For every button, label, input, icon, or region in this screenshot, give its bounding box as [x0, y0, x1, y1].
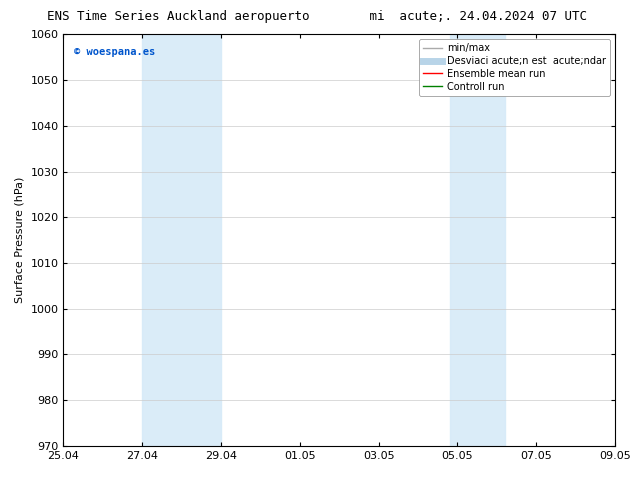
- Y-axis label: Surface Pressure (hPa): Surface Pressure (hPa): [15, 177, 25, 303]
- Text: ENS Time Series Auckland aeropuerto        mi  acute;. 24.04.2024 07 UTC: ENS Time Series Auckland aeropuerto mi a…: [47, 10, 587, 23]
- Bar: [142, 34, 221, 446]
- Bar: [450, 34, 505, 446]
- Legend: min/max, Desviaci acute;n est  acute;ndar, Ensemble mean run, Controll run: min/max, Desviaci acute;n est acute;ndar…: [419, 39, 610, 96]
- Text: © woespana.es: © woespana.es: [74, 47, 156, 57]
